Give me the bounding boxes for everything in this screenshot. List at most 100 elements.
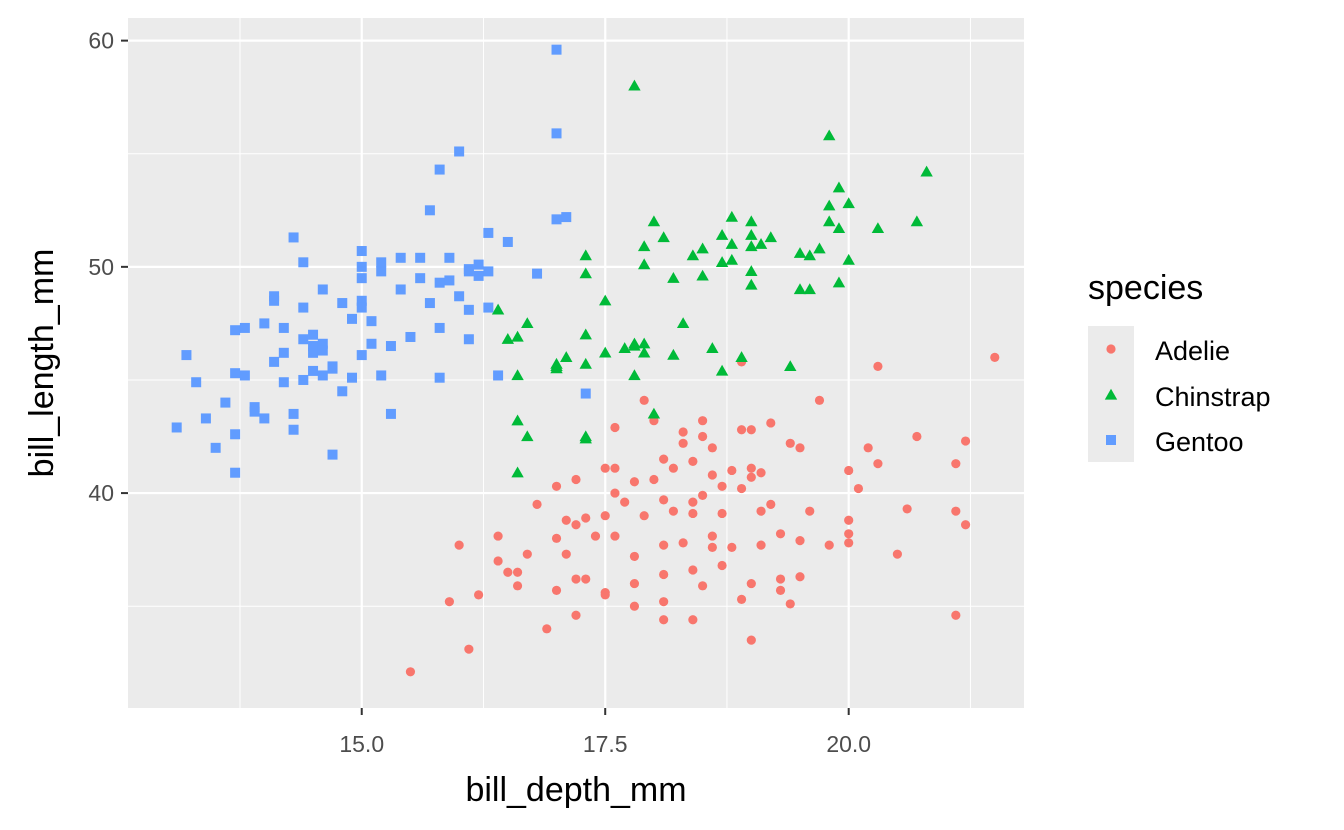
gentoo-point <box>298 334 309 345</box>
chinstrap-point <box>871 222 885 234</box>
adelie-point <box>756 540 766 550</box>
chinstrap-point <box>579 267 592 279</box>
adelie-point <box>610 488 620 498</box>
adelie-point <box>444 597 454 607</box>
chinstrap-point <box>676 317 690 329</box>
adelie-point <box>542 624 552 634</box>
chinstrap-point <box>715 228 729 240</box>
gentoo-point <box>288 232 299 243</box>
adelie-point <box>668 506 678 516</box>
adelie-point <box>629 477 640 487</box>
gentoo-point <box>405 331 416 342</box>
gentoo-point <box>434 322 445 333</box>
gentoo-point <box>347 313 357 324</box>
adelie-point <box>766 418 776 428</box>
chinstrap-point <box>647 407 661 419</box>
gentoo-point <box>298 302 309 313</box>
adelie-point <box>707 443 717 453</box>
adelie-point <box>659 454 669 464</box>
adelie-point <box>659 615 669 625</box>
adelie-point <box>756 468 766 478</box>
adelie-point <box>551 533 562 543</box>
gentoo-point <box>356 246 367 257</box>
adelie-point <box>405 667 416 677</box>
adelie-point <box>678 538 688 548</box>
adelie-point <box>571 474 581 485</box>
x-tick-label: 17.5 <box>583 731 628 757</box>
adelie-point <box>503 567 513 577</box>
chinstrap-point <box>501 333 515 344</box>
gentoo-point <box>317 338 328 349</box>
gentoo-point <box>259 413 270 424</box>
gentoo-point <box>415 273 426 284</box>
gentoo-point <box>356 273 367 284</box>
gentoo-point <box>434 277 445 288</box>
x-tick-label: 15.0 <box>339 731 384 757</box>
gentoo-point <box>395 252 406 263</box>
gentoo-point <box>454 146 465 157</box>
chinstrap-point <box>754 238 768 249</box>
chinstrap-point <box>803 249 816 261</box>
data-points <box>171 44 1000 677</box>
adelie-point <box>668 463 678 473</box>
adelie-point <box>688 508 698 519</box>
adelie-point <box>746 578 756 589</box>
gentoo-point <box>317 370 328 381</box>
adelie-point <box>659 540 669 550</box>
legend-title: species <box>1088 269 1203 307</box>
gentoo-point <box>337 298 348 309</box>
adelie-point <box>698 416 708 426</box>
adelie-point <box>951 610 961 620</box>
gentoo-point <box>385 408 396 419</box>
chinstrap-point <box>521 430 534 442</box>
grid-minor <box>128 18 1024 708</box>
chinstrap-point <box>511 369 524 381</box>
adelie-point <box>736 425 747 435</box>
chinstrap-point <box>637 337 651 349</box>
adelie-point <box>844 529 854 539</box>
adelie-point <box>464 644 474 654</box>
adelie-point <box>649 474 659 485</box>
chinstrap-point <box>725 253 739 265</box>
chinstrap-point <box>647 215 661 227</box>
chinstrap-point <box>696 269 709 281</box>
gentoo-point <box>551 44 562 55</box>
adelie-point <box>688 615 698 625</box>
gentoo-point <box>210 442 221 453</box>
adelie-point <box>620 497 630 507</box>
chinstrap-point <box>560 351 573 362</box>
adelie-point <box>785 599 795 609</box>
gentoo-point <box>327 449 338 460</box>
gentoo-point <box>200 413 211 424</box>
gentoo-point <box>278 322 289 333</box>
chinstrap-point <box>842 253 855 265</box>
chinstrap-point <box>511 330 524 342</box>
x-axis: 15.0 17.5 20.0 <box>339 708 871 757</box>
gentoo-point <box>376 257 387 268</box>
gentoo-point <box>434 372 445 383</box>
adelie-point <box>727 542 737 552</box>
gentoo-point <box>278 377 289 388</box>
chinstrap-point <box>579 328 592 340</box>
adelie-point <box>960 436 971 446</box>
gentoo-point <box>249 406 260 417</box>
gentoo-point <box>463 264 474 275</box>
gentoo-point <box>269 295 280 306</box>
chinstrap-point <box>628 79 641 91</box>
gentoo-point <box>327 361 338 372</box>
chinstrap-point <box>793 283 807 295</box>
adelie-point <box>863 443 873 453</box>
adelie-point <box>775 574 786 584</box>
gentoo-point <box>230 429 241 440</box>
adelie-point <box>746 635 756 645</box>
chinstrap-point <box>793 247 807 258</box>
adelie-point <box>522 549 532 559</box>
legend-label-adelie: Adelie <box>1155 336 1230 366</box>
chinstrap-point <box>813 242 826 254</box>
gentoo-point <box>171 422 182 433</box>
chinstrap-point <box>618 342 631 353</box>
adelie-point <box>698 490 708 500</box>
gentoo-point <box>298 374 309 385</box>
chinstrap-point <box>686 249 700 261</box>
